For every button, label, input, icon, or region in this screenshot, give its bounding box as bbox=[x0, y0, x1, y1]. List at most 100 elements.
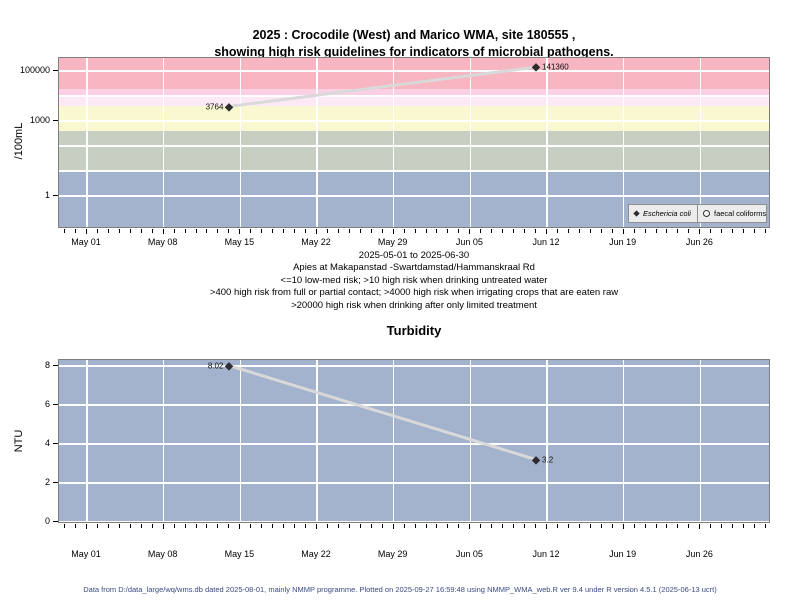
x-minor-tick bbox=[184, 229, 186, 233]
x-major-tick bbox=[469, 524, 471, 529]
x-minor-tick bbox=[688, 229, 690, 233]
x-minor-tick bbox=[294, 524, 296, 528]
gridline-vertical bbox=[392, 58, 395, 227]
gridline-vertical bbox=[86, 58, 88, 227]
gridline-vertical bbox=[546, 58, 548, 227]
data-point-label: 3.2 bbox=[542, 455, 554, 465]
y-axis-tick bbox=[53, 404, 58, 405]
x-major-tick bbox=[469, 229, 471, 234]
x-minor-tick bbox=[151, 229, 153, 233]
x-minor-tick bbox=[436, 229, 438, 233]
x-minor-tick bbox=[348, 229, 350, 233]
gridline-vertical bbox=[699, 360, 702, 522]
x-minor-tick bbox=[305, 524, 307, 528]
x-minor-tick bbox=[118, 229, 120, 233]
caption-guideline-3: >20000 high risk when drinking after onl… bbox=[291, 299, 537, 311]
microbial-caption: 2025-05-01 to 2025-06-30 Apies at Makapa… bbox=[58, 250, 770, 312]
caption-date-range: 2025-05-01 to 2025-06-30 bbox=[358, 250, 470, 261]
gridline-horizontal bbox=[59, 365, 769, 367]
caption-guideline-2: >400 high risk from full or partial cont… bbox=[209, 287, 619, 299]
x-minor-tick bbox=[381, 524, 383, 528]
x-minor-tick bbox=[337, 229, 339, 233]
open-circle-icon bbox=[703, 210, 710, 217]
x-minor-tick bbox=[710, 229, 712, 233]
y-axis-tick bbox=[53, 521, 58, 522]
x-minor-tick bbox=[403, 229, 405, 233]
x-minor-tick bbox=[261, 524, 263, 528]
x-minor-tick bbox=[754, 229, 756, 233]
x-minor-tick bbox=[294, 229, 296, 233]
data-point-label: 141360 bbox=[542, 62, 569, 72]
gridline-vertical bbox=[699, 58, 702, 227]
x-minor-tick bbox=[666, 524, 668, 528]
x-minor-tick bbox=[359, 524, 361, 528]
x-minor-tick bbox=[228, 524, 230, 528]
x-minor-tick bbox=[721, 229, 723, 233]
x-minor-tick bbox=[414, 229, 416, 233]
footer-note: Data from D:/data_large/wq/wms.db dated … bbox=[83, 585, 717, 594]
x-minor-tick bbox=[447, 524, 449, 528]
x-minor-tick bbox=[567, 229, 569, 233]
x-minor-tick bbox=[644, 229, 646, 233]
x-major-tick bbox=[316, 524, 317, 529]
x-tick-label: Jun 26 bbox=[685, 549, 713, 559]
x-minor-tick bbox=[611, 524, 613, 528]
gridline-vertical bbox=[469, 360, 472, 522]
y-axis-tick bbox=[53, 120, 58, 121]
y-tick-label: 1 bbox=[44, 190, 50, 200]
x-minor-tick bbox=[75, 229, 77, 233]
x-minor-tick bbox=[96, 524, 98, 528]
x-minor-tick bbox=[556, 229, 558, 233]
gridline-horizontal bbox=[59, 70, 769, 72]
x-minor-tick bbox=[173, 524, 175, 528]
x-minor-tick bbox=[524, 229, 526, 233]
gridline-vertical bbox=[469, 58, 472, 227]
y-tick-label: 1000 bbox=[29, 115, 50, 125]
series-line bbox=[229, 364, 537, 461]
x-tick-label: May 15 bbox=[224, 237, 255, 247]
x-minor-tick bbox=[261, 229, 263, 233]
x-minor-tick bbox=[677, 229, 679, 233]
x-minor-tick bbox=[458, 229, 460, 233]
x-minor-tick bbox=[491, 524, 493, 528]
x-minor-tick bbox=[524, 524, 526, 528]
main-title-line2: showing high risk guidelines for indicat… bbox=[214, 44, 614, 59]
x-minor-tick bbox=[765, 524, 767, 528]
x-major-tick bbox=[86, 524, 87, 529]
x-minor-tick bbox=[283, 229, 285, 233]
x-minor-tick bbox=[250, 524, 252, 528]
x-tick-label: May 08 bbox=[147, 237, 178, 247]
x-minor-tick bbox=[732, 229, 734, 233]
gridline-horizontal bbox=[59, 521, 769, 522]
gridline-vertical bbox=[622, 58, 625, 227]
data-point-marker bbox=[225, 361, 234, 370]
x-tick-label: May 01 bbox=[71, 237, 101, 247]
x-minor-tick bbox=[666, 229, 668, 233]
legend-label: faecal coliforms bbox=[714, 209, 767, 218]
x-major-tick bbox=[546, 229, 547, 234]
gridline-horizontal bbox=[59, 120, 769, 122]
data-point-label: 8.02 bbox=[207, 361, 224, 371]
x-tick-label: Jun 05 bbox=[455, 237, 483, 247]
x-major-tick bbox=[622, 229, 624, 234]
x-tick-label: May 29 bbox=[377, 237, 408, 247]
x-tick-label: Jun 26 bbox=[685, 237, 713, 247]
x-minor-tick bbox=[64, 524, 66, 528]
x-minor-tick bbox=[491, 229, 493, 233]
gridline-vertical bbox=[86, 360, 88, 522]
x-major-tick bbox=[239, 229, 241, 234]
gridline-vertical bbox=[239, 58, 242, 227]
x-minor-tick bbox=[633, 229, 635, 233]
x-major-tick bbox=[239, 524, 241, 529]
x-tick-label: Jun 05 bbox=[455, 549, 483, 559]
x-minor-tick bbox=[611, 229, 613, 233]
x-minor-tick bbox=[305, 229, 307, 233]
y-axis-title-microbial: /100mL bbox=[13, 122, 25, 160]
x-minor-tick bbox=[359, 229, 361, 233]
x-minor-tick bbox=[655, 524, 657, 528]
x-minor-tick bbox=[688, 524, 690, 528]
x-minor-tick bbox=[118, 524, 120, 528]
main-title: 2025 : Crocodile (West) and Marico WMA, … bbox=[58, 27, 770, 60]
gridline-horizontal bbox=[59, 443, 769, 445]
x-major-tick bbox=[546, 524, 547, 529]
